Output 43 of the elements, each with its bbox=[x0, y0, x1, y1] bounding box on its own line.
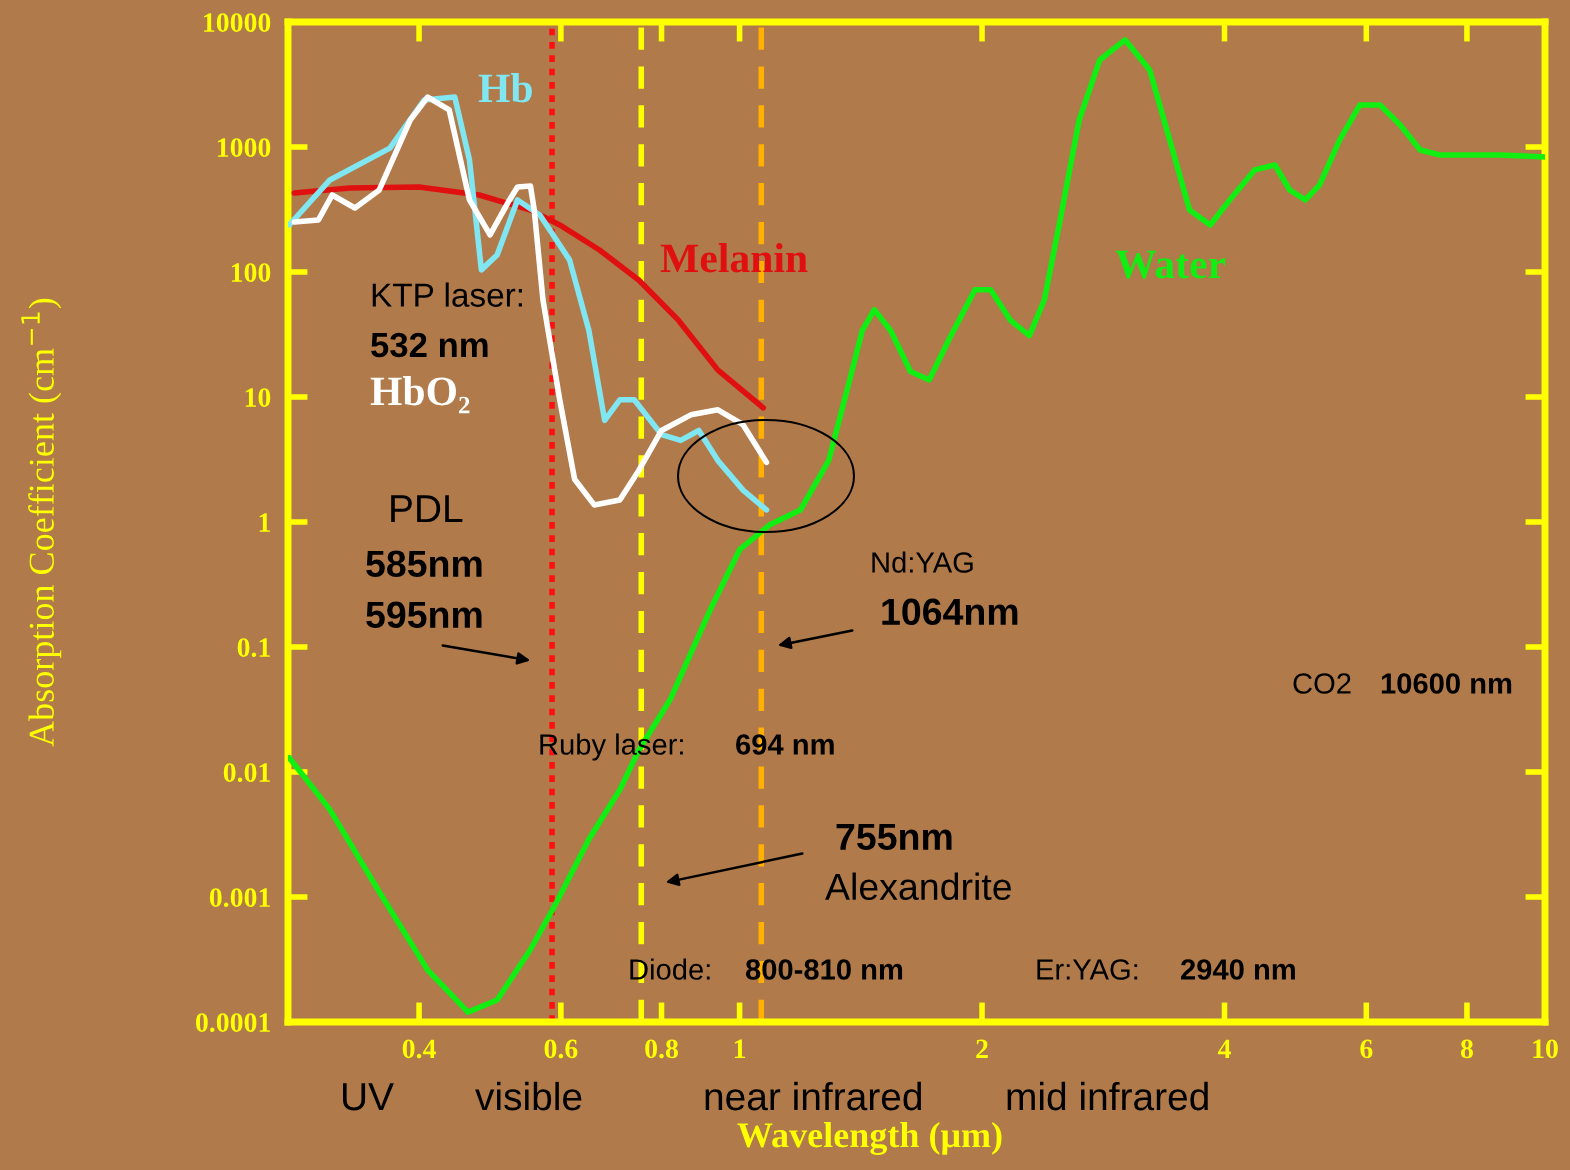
annotation: 1064nm bbox=[882, 598, 1018, 626]
annotation: 694 nm bbox=[736, 734, 834, 755]
y-tick-label: 0.0001 bbox=[196, 1013, 270, 1033]
y-tick-label: 10000 bbox=[204, 13, 271, 32]
x-tick-label: 0.6 bbox=[544, 1039, 578, 1059]
annotation: 2940 nm bbox=[1181, 959, 1295, 980]
annotation: 532 nm bbox=[371, 332, 488, 358]
y-tick-label: 1000 bbox=[218, 138, 271, 157]
text: mid infrared bbox=[1007, 1081, 1208, 1111]
annotation: KTP laser: bbox=[372, 282, 522, 307]
text: HbO₂ bbox=[370, 376, 470, 414]
text: UV bbox=[343, 1083, 394, 1111]
annotation: Er:YAG: bbox=[1037, 959, 1138, 980]
x-tick-label: 1 bbox=[734, 1039, 746, 1058]
annotation: 800-810 nm bbox=[745, 959, 903, 980]
annotation: CO2 bbox=[1293, 673, 1351, 694]
x-tick-label: 6 bbox=[1360, 1039, 1373, 1059]
y-tick-label: 0.001 bbox=[209, 888, 270, 908]
annotation: 10600 nm bbox=[1381, 673, 1512, 694]
y-tick-label: 0.01 bbox=[223, 763, 270, 783]
x-tick-label: 0.8 bbox=[645, 1039, 678, 1059]
x-tick-label: 10 bbox=[1533, 1039, 1558, 1059]
y-tick-label: 10 bbox=[245, 388, 271, 407]
text: visible bbox=[475, 1081, 582, 1111]
y-tick-label: 100 bbox=[231, 263, 271, 282]
y-tick-label: 1 bbox=[259, 513, 270, 532]
series-label: Water bbox=[1115, 250, 1226, 279]
x-tick-label: 4 bbox=[1217, 1039, 1231, 1058]
annotation: PDL bbox=[391, 495, 463, 523]
annotation: 755nm bbox=[836, 823, 952, 851]
annotation: 585nm bbox=[366, 550, 482, 578]
x-tick-label: 8 bbox=[1460, 1039, 1473, 1059]
annotation: Alexandrite bbox=[825, 872, 1011, 901]
annotation: 595nm bbox=[366, 601, 482, 629]
annotation: Nd:YAG bbox=[872, 551, 973, 573]
text: near infrared bbox=[705, 1081, 921, 1111]
x-tick-label: 2 bbox=[976, 1039, 988, 1058]
series-label: Melanin bbox=[660, 243, 808, 273]
y-axis-title: Absorption Coefficient (cm$^{−1}$) bbox=[21, 298, 62, 747]
y-tick-label: 0.1 bbox=[237, 638, 270, 658]
x-tick-label: 0.4 bbox=[402, 1039, 436, 1059]
series-label: Hb bbox=[478, 73, 532, 103]
x-axis-title: Wavelength (μm) bbox=[737, 1122, 1002, 1156]
